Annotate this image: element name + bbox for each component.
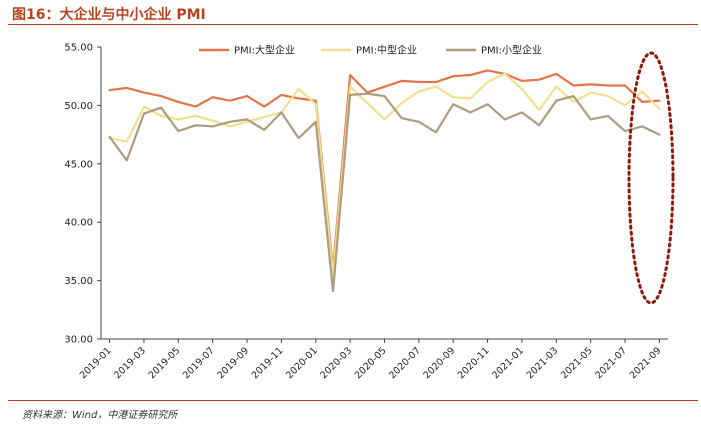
x-tick-label: 2020-07 <box>387 345 423 381</box>
figure-header: 图16：大企业与中小企业 PMI <box>0 0 701 26</box>
x-tick-label: 2019-05 <box>147 345 183 381</box>
x-tick-label: 2020-05 <box>353 345 389 381</box>
x-tick-label: 2020-09 <box>421 345 457 381</box>
y-tick-label: 35.00 <box>64 276 93 287</box>
x-tick-label: 2019-09 <box>215 345 251 381</box>
figure-title: 图16：大企业与中小企业 PMI <box>12 7 206 23</box>
legend-label: PMI:小型企业 <box>481 44 542 57</box>
x-tick-label: 2021-09 <box>628 345 664 381</box>
highlight-ellipse <box>627 51 675 305</box>
x-tick-label: 2019-07 <box>181 345 217 381</box>
series-line-2 <box>108 92 661 293</box>
y-tick-label: 55.00 <box>64 43 93 54</box>
y-tick-label: 30.00 <box>64 335 93 346</box>
pmi-line-chart: 30.0035.0040.0045.0050.0055.002019-01201… <box>64 43 675 381</box>
x-tick-label: 2020-03 <box>318 345 354 381</box>
y-tick-label: 50.00 <box>64 101 93 112</box>
y-tick-label: 45.00 <box>64 159 93 170</box>
x-tick-label: 2021-07 <box>593 345 629 381</box>
legend-label: PMI:大型企业 <box>234 44 295 57</box>
x-tick-label: 2020-01 <box>284 345 320 381</box>
source-note: 资料来源：Wind，中港证券研究所 <box>22 410 178 421</box>
series-line-0 <box>108 69 661 270</box>
x-tick-label: 2020-11 <box>456 345 492 381</box>
y-tick-label: 40.00 <box>64 218 93 229</box>
x-tick-label: 2021-03 <box>525 345 561 381</box>
x-tick-label: 2021-01 <box>490 345 526 381</box>
legend-label: PMI:中型企业 <box>356 44 417 57</box>
footer-rule <box>8 400 698 401</box>
x-tick-label: 2019-01 <box>78 345 114 381</box>
x-tick-label: 2019-03 <box>112 345 148 381</box>
series-line-1 <box>108 72 661 276</box>
x-tick-label: 2019-11 <box>250 345 286 381</box>
title-rule <box>8 24 698 25</box>
x-tick-label: 2021-05 <box>559 345 595 381</box>
